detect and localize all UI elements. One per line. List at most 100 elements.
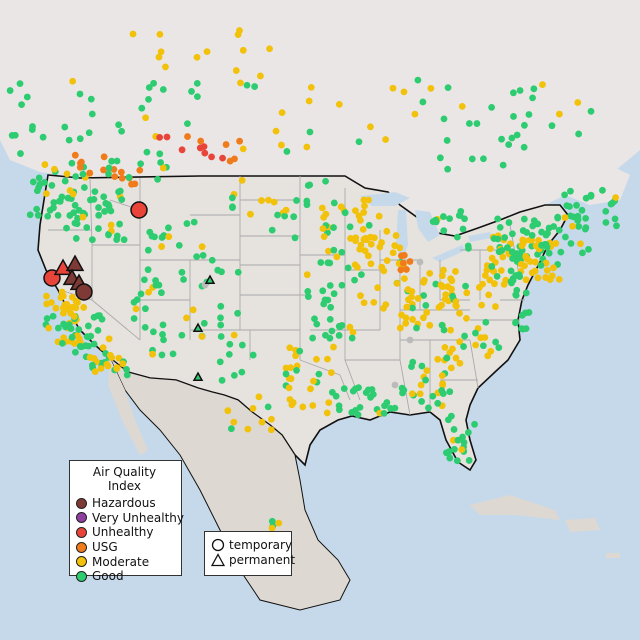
sensor-marker: [607, 200, 615, 208]
sensor-marker: [512, 291, 520, 299]
sensor-marker: [151, 233, 158, 241]
sensor-marker: [441, 343, 449, 351]
sensor-marker: [192, 371, 204, 381]
sensor-marker: [530, 85, 538, 93]
sensor-marker: [178, 146, 186, 154]
sensor-marker: [118, 174, 126, 182]
sensor-marker: [346, 323, 354, 331]
sensor-marker: [520, 215, 528, 223]
sensor-marker: [131, 180, 139, 188]
sensor-marker: [532, 242, 540, 250]
sensor-marker: [398, 311, 406, 319]
sensor-marker: [587, 191, 595, 199]
sensor-marker: [208, 256, 216, 264]
sensor-marker: [66, 187, 74, 194]
sensor-marker: [224, 407, 232, 415]
sensor-marker: [75, 283, 93, 301]
sensor-marker: [258, 418, 266, 426]
sensor-marker: [328, 388, 336, 396]
sensor-marker: [157, 48, 165, 56]
sensor-marker: [396, 244, 404, 252]
sensor-marker: [513, 131, 521, 139]
sensor-marker: [95, 204, 102, 211]
sensor-marker: [305, 97, 313, 105]
sensor-marker: [446, 388, 454, 396]
sensor-marker: [244, 425, 252, 433]
sensor-marker: [16, 80, 24, 88]
sensor-marker: [71, 348, 79, 356]
sensor-marker: [555, 226, 563, 234]
sensor-marker: [106, 351, 114, 359]
sensor-marker: [356, 403, 364, 411]
sensor-marker: [105, 335, 113, 343]
sensor-marker: [330, 290, 338, 298]
sensor-marker: [328, 327, 336, 335]
sensor-marker: [483, 266, 491, 274]
sensor-marker: [403, 266, 410, 273]
sensor-marker: [226, 340, 234, 348]
sensor-marker: [581, 225, 589, 233]
moderate-swatch: [76, 556, 87, 568]
sensor-marker: [156, 133, 164, 141]
sensor-marker: [238, 176, 246, 184]
lake-erie: [432, 245, 466, 262]
sensor-marker: [137, 290, 145, 298]
sensor-marker: [427, 84, 435, 92]
sensor-marker: [561, 214, 569, 221]
sensor-marker: [48, 182, 56, 189]
sensor-marker: [217, 314, 224, 322]
sensor-marker: [306, 128, 314, 136]
sensor-marker: [258, 197, 265, 204]
sensor-marker: [64, 194, 72, 202]
sensor-marker: [95, 211, 103, 219]
sensor-marker: [18, 101, 25, 109]
sensor-marker: [85, 342, 92, 350]
sensor-marker: [111, 173, 119, 181]
sensor-marker: [50, 199, 58, 206]
sensor-marker: [359, 225, 367, 233]
sensor-marker: [230, 331, 238, 339]
sensor-marker: [349, 328, 357, 336]
sensor-marker: [189, 306, 197, 314]
sensor-marker: [283, 148, 291, 155]
sensor-marker: [397, 266, 405, 274]
sensor-marker: [613, 222, 620, 230]
sensor-marker: [383, 227, 391, 235]
legend-label: USG: [92, 540, 118, 555]
sensor-marker: [569, 222, 576, 230]
sensor-marker: [340, 385, 348, 393]
unhealthy-swatch: [76, 526, 87, 538]
sensor-marker: [129, 30, 137, 38]
sensor-marker: [162, 63, 169, 71]
sensor-marker: [461, 215, 468, 223]
sensor-marker: [443, 137, 451, 144]
sensor-marker: [193, 93, 201, 101]
sensor-marker: [303, 197, 311, 205]
sensor-marker: [447, 326, 454, 334]
sensor-marker: [566, 203, 573, 210]
sensor-marker: [225, 350, 233, 358]
sensor-marker: [481, 272, 489, 279]
sensor-marker: [529, 222, 537, 230]
sensor-marker: [159, 86, 167, 93]
sensor-marker: [193, 79, 201, 87]
sensor-marker: [503, 244, 511, 252]
sensor-marker: [315, 370, 323, 378]
sensor-marker: [105, 231, 112, 239]
sensor-marker: [486, 245, 494, 253]
sensor-marker: [500, 281, 508, 288]
sensor-marker: [158, 351, 166, 359]
legend-label: Unhealthy: [92, 525, 154, 540]
sensor-marker: [537, 262, 545, 269]
sensor-marker: [83, 333, 91, 340]
sensor-marker: [145, 84, 153, 91]
sensor-marker: [341, 209, 349, 217]
sensor-marker: [285, 384, 293, 392]
sensor-marker: [413, 324, 420, 332]
sensor-marker: [406, 258, 414, 265]
sensor-marker: [423, 309, 431, 316]
circle-icon: [211, 539, 225, 552]
sensor-marker: [227, 425, 235, 433]
sensor-marker: [50, 204, 57, 212]
sensor-marker: [335, 100, 343, 108]
